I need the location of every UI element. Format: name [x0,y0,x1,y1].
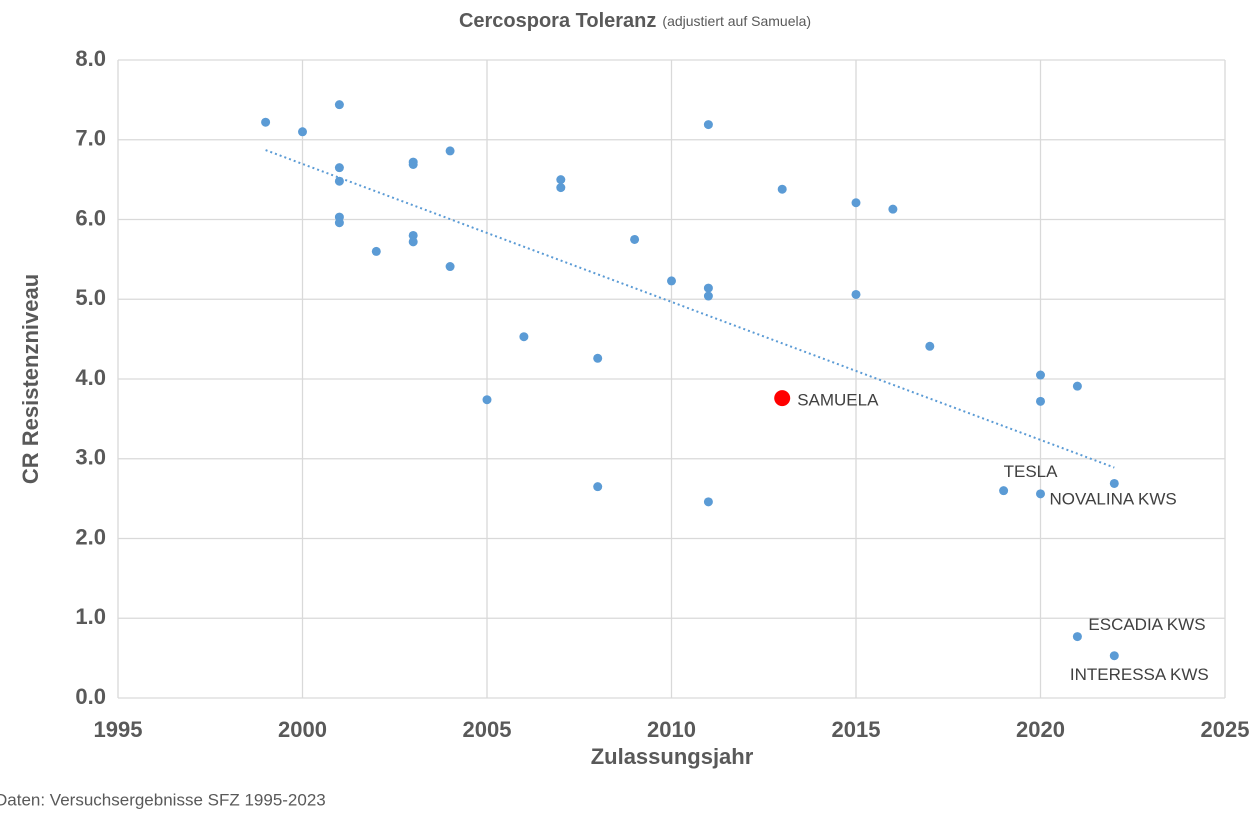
point [703,291,713,301]
title-line: Cercospora Toleranz (adjustiert auf Samue… [459,10,811,32]
y-tick-label: 0.0 [75,684,106,709]
point [925,341,935,351]
point-label: INTERESSA KWS [1070,665,1209,684]
point [519,332,529,342]
point [408,159,418,169]
point [593,482,603,492]
point [1036,396,1045,406]
point [261,117,271,127]
trendline [265,149,1115,469]
point [445,262,455,272]
point [630,234,640,244]
point [482,395,492,405]
point [703,497,713,507]
point [298,127,307,137]
y-tick-label: 7.0 [75,126,106,151]
point [888,204,898,214]
point [1072,381,1082,391]
y-tick-label: 3.0 [75,445,106,470]
point [334,163,344,173]
x-axis-title: Zulassungsjahr [591,744,754,769]
x-tick-label: 1995 [94,717,143,742]
point [1072,632,1082,642]
point-label: ESCADIA KWS [1088,615,1205,634]
y-tick-label: 8.0 [75,46,106,71]
x-tick-label: 2005 [463,717,512,742]
point [334,100,344,110]
point [556,183,566,193]
point [1109,651,1119,661]
point [667,276,676,286]
y-tick-label: 1.0 [75,604,106,629]
point [1036,489,1045,499]
point [408,230,418,240]
chart-title: Cercospora Toleranz [459,10,656,32]
point [851,198,861,208]
point [408,237,418,247]
point [1109,478,1119,488]
point [556,175,566,185]
point [334,218,344,228]
point-label: NOVALINA KWS [1050,489,1177,508]
x-tick-label: 2025 [1201,717,1250,742]
footnote: Daten: Versuchsergebnisse SFZ 1995-2023 [0,790,326,809]
point-label: SAMUELA [797,391,879,410]
x-tick-label: 2020 [1016,717,1065,742]
point [774,390,791,407]
x-tick-label: 2010 [647,717,696,742]
point [851,289,861,299]
x-tick-label: 2015 [832,717,881,742]
point [371,246,381,256]
y-tick-label: 2.0 [75,524,106,549]
point [445,146,455,156]
point [593,353,603,363]
y-tick-label: 6.0 [75,205,106,230]
point [777,184,787,194]
point [334,176,344,186]
x-tick-label: 2000 [278,717,327,742]
point [703,120,713,130]
point [999,486,1009,496]
y-axis-title: CR Resistenzniveau [18,274,43,484]
point-label: TESLA [1004,462,1059,481]
point [703,283,713,293]
point [1036,370,1045,380]
y-tick-label: 4.0 [75,365,106,390]
chart-subtitle: (adjustiert auf Samuela) [662,13,811,29]
y-tick-label: 5.0 [75,285,106,310]
